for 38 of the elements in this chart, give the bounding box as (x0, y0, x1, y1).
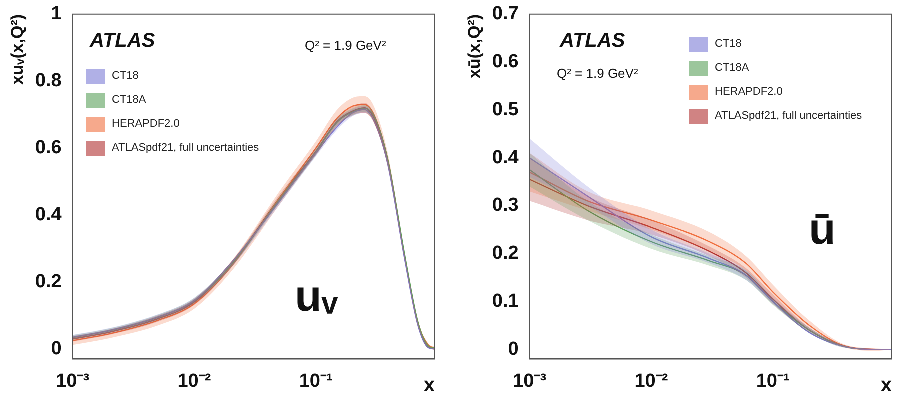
legend-label: HERAPDF2.0 (112, 118, 180, 130)
x-tick-label: 10⁻³ (513, 370, 547, 392)
legend-label: HERAPDF2.0 (715, 86, 783, 98)
y-tick-label: 1 (51, 4, 62, 25)
legend-label: ATLASpdf21, full uncertainties (715, 110, 862, 122)
y-axis-title: xuᵥ(x,Q²) (8, 14, 27, 85)
legend-label: ATLASpdf21, full uncertainties (112, 142, 260, 154)
legend-label: CT18 (715, 38, 742, 50)
x-axis-title: x (424, 374, 435, 397)
annotation: Q² = 1.9 GeV² (305, 38, 386, 53)
y-tick-label: 0.2 (492, 243, 519, 264)
legend-label: CT18A (715, 62, 750, 74)
x-tick-label: 10⁻¹ (299, 370, 333, 392)
annotation: uᵥ (295, 272, 338, 322)
x-axis-title: x (880, 374, 892, 397)
legend-label: CT18 (112, 70, 139, 82)
y-tick-label: 0.4 (492, 147, 520, 168)
annotation: ū (809, 205, 836, 255)
y-tick-label: 0.6 (35, 138, 62, 159)
y-tick-label: 0.7 (492, 4, 519, 25)
y-tick-label: 0.5 (492, 99, 520, 120)
x-tick-label: 10⁻² (178, 370, 212, 392)
y-tick-label: 0.1 (492, 290, 520, 312)
legend-label: CT18A (112, 94, 146, 106)
y-tick-label: 0.3 (492, 195, 519, 216)
x-tick-label: 10⁻¹ (756, 370, 790, 392)
y-axis-title: xū(x,Q²) (464, 14, 484, 79)
annotation: Q² = 1.9 GeV² (557, 66, 638, 81)
x-tick-label: 10⁻³ (56, 370, 90, 392)
x-tick-label: 10⁻² (634, 370, 668, 392)
annotation: ATLAS (90, 30, 156, 53)
y-tick-label: 0.8 (35, 70, 62, 92)
y-tick-label: 0.2 (35, 271, 62, 292)
annotation: ATLAS (560, 30, 626, 53)
y-tick-label: 0 (508, 338, 519, 360)
y-tick-label: 0.4 (35, 204, 62, 226)
y-tick-label: 0 (51, 338, 62, 360)
y-tick-label: 0.6 (492, 52, 519, 73)
